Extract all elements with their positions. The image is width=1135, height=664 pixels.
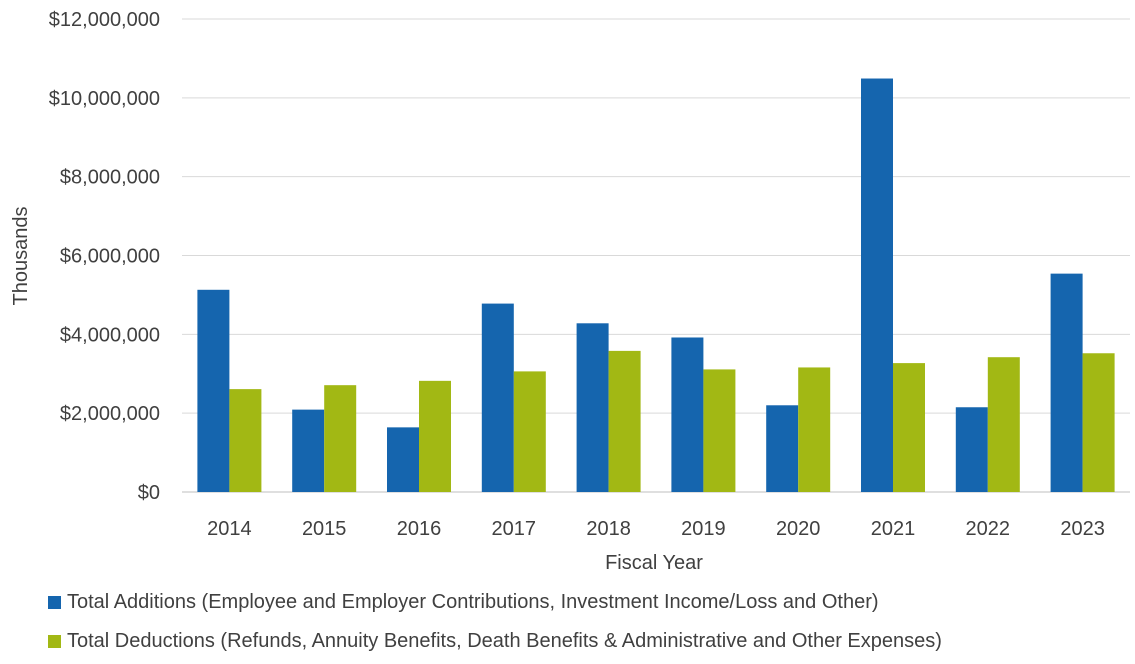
x-tick-label: 2015 [302,518,347,540]
bar-additions [387,427,419,492]
bar-deductions [987,357,1020,492]
y-tick-label: $12,000,000 [49,9,160,31]
x-tick-label: 2020 [776,518,821,540]
legend-label-additions: Total Additions (Employee and Employer C… [67,591,879,613]
y-axis-ticks: $0 $2,000,000 $4,000,000 $6,000,000 $8,000,0… [49,9,160,504]
bar-deductions [513,371,546,492]
legend-swatch-deductions [48,635,61,648]
bar-deductions [703,369,736,492]
bar-additions [955,407,988,492]
bar-deductions [1082,353,1115,492]
bar-deductions [798,367,831,492]
bar-additions [861,78,893,492]
y-tick-label: $8,000,000 [60,167,160,189]
x-tick-label: 2014 [207,518,252,540]
bar-additions [671,337,704,492]
bar-additions [576,323,609,492]
x-tick-label: 2016 [397,518,442,540]
y-tick-label: $2,000,000 [60,403,160,425]
bar-deductions [893,363,925,492]
x-tick-label: 2019 [681,518,726,540]
bar-chart: $0 $2,000,000 $4,000,000 $6,000,000 $8,000,0… [10,9,1130,574]
bar-deductions [324,385,357,492]
bars [197,78,1115,492]
x-tick-label: 2017 [492,518,537,540]
y-tick-label: $4,000,000 [60,324,160,346]
x-tick-label: 2023 [1060,518,1105,540]
legend-swatch-additions [48,596,61,609]
legend-item-deductions: Total Deductions (Refunds, Annuity Benef… [48,630,942,653]
y-tick-label: $6,000,000 [60,246,160,268]
x-tick-label: 2021 [871,518,916,540]
bar-additions [292,409,325,492]
x-tick-label: 2022 [966,518,1011,540]
y-tick-label: $10,000,000 [49,88,160,110]
bar-additions [1050,273,1083,492]
bar-deductions [419,380,451,492]
legend-item-additions: Total Additions (Employee and Employer C… [48,591,879,614]
bar-additions [481,303,514,492]
x-tick-label: 2018 [586,518,631,540]
bar-deductions [608,350,641,492]
y-tick-label: $0 [138,482,160,504]
y-axis-title: Thousands [10,207,32,306]
bar-deductions [229,389,262,492]
legend-label-deductions: Total Deductions (Refunds, Annuity Benef… [67,630,942,652]
bar-additions [766,405,799,492]
x-axis-title: Fiscal Year [605,552,703,574]
bar-additions [197,289,230,492]
x-axis-ticks: 2014 2015 2016 2017 2018 2019 2020 2021 2022 2023 [207,518,1105,540]
